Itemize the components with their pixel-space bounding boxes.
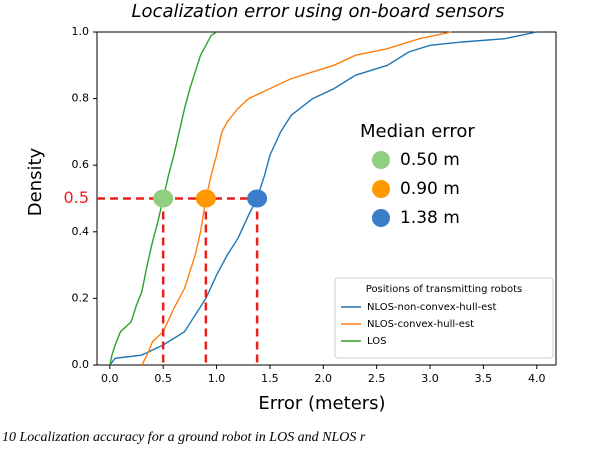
legend-label: LOS	[367, 336, 386, 347]
median-legend-label: 0.50 m	[400, 150, 460, 170]
x-axis-label: Error (meters)	[258, 393, 385, 414]
x-tick-label: 0.5	[154, 372, 172, 385]
median-marker	[153, 189, 174, 208]
x-tick-label: 2.0	[315, 372, 333, 385]
median-marker	[195, 189, 216, 208]
x-tick-label: 4.0	[528, 372, 546, 385]
x-tick-label: 0.0	[101, 372, 119, 385]
y-axis-label: Density	[25, 147, 46, 216]
legend-box	[334, 277, 554, 359]
legend-label: NLOS-non-convex-hull-est	[367, 302, 497, 313]
median-legend-label: 1.38 m	[400, 208, 460, 228]
median-legend-dot	[372, 151, 390, 169]
data-line	[109, 31, 537, 366]
legend-label: NLOS-convex-hull-est	[367, 319, 474, 330]
x-tick-label: 3.5	[475, 372, 493, 385]
median-legend-label: 0.90 m	[400, 179, 460, 199]
reference-label: 0.5	[64, 188, 89, 207]
x-tick-label: 1.5	[261, 372, 279, 385]
y-tick-label: 0.4	[72, 225, 90, 238]
median-title: Median error	[360, 121, 475, 142]
median-legend-dot	[372, 180, 390, 198]
caption: 10 Localization accuracy for a ground ro…	[2, 430, 366, 445]
y-tick-label: 0.6	[72, 158, 90, 171]
chart-title: Localization error using on-board sensor…	[132, 1, 505, 22]
y-tick-label: 0.8	[72, 92, 90, 105]
x-tick-label: 1.0	[208, 372, 226, 385]
legend-title: Positions of transmitting robots	[366, 284, 522, 295]
y-tick-label: 0.2	[72, 291, 90, 304]
data-line	[141, 31, 452, 366]
x-tick-label: 3.0	[421, 372, 439, 385]
y-tick-label: 1.0	[72, 25, 90, 38]
x-tick-label: 2.5	[368, 372, 386, 385]
median-legend-dot	[372, 209, 390, 227]
median-marker	[247, 189, 268, 208]
y-tick-label: 0.0	[72, 358, 90, 371]
